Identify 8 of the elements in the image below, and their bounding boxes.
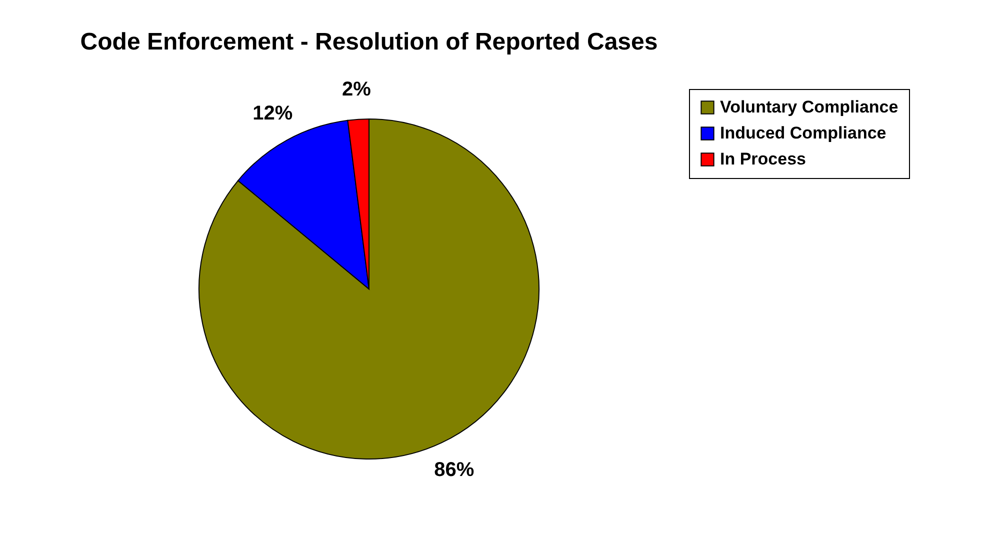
legend-label: In Process — [720, 150, 806, 168]
data-label: 2% — [342, 78, 372, 100]
legend-label: Induced Compliance — [720, 124, 886, 142]
data-label: 12% — [252, 102, 293, 125]
pie-slice — [198, 118, 540, 460]
chart-title: Code Enforcement - Resolution of Reported Cases — [80, 28, 658, 56]
legend-label: Voluntary Compliance — [720, 98, 898, 116]
data-label: 86% — [434, 458, 474, 481]
